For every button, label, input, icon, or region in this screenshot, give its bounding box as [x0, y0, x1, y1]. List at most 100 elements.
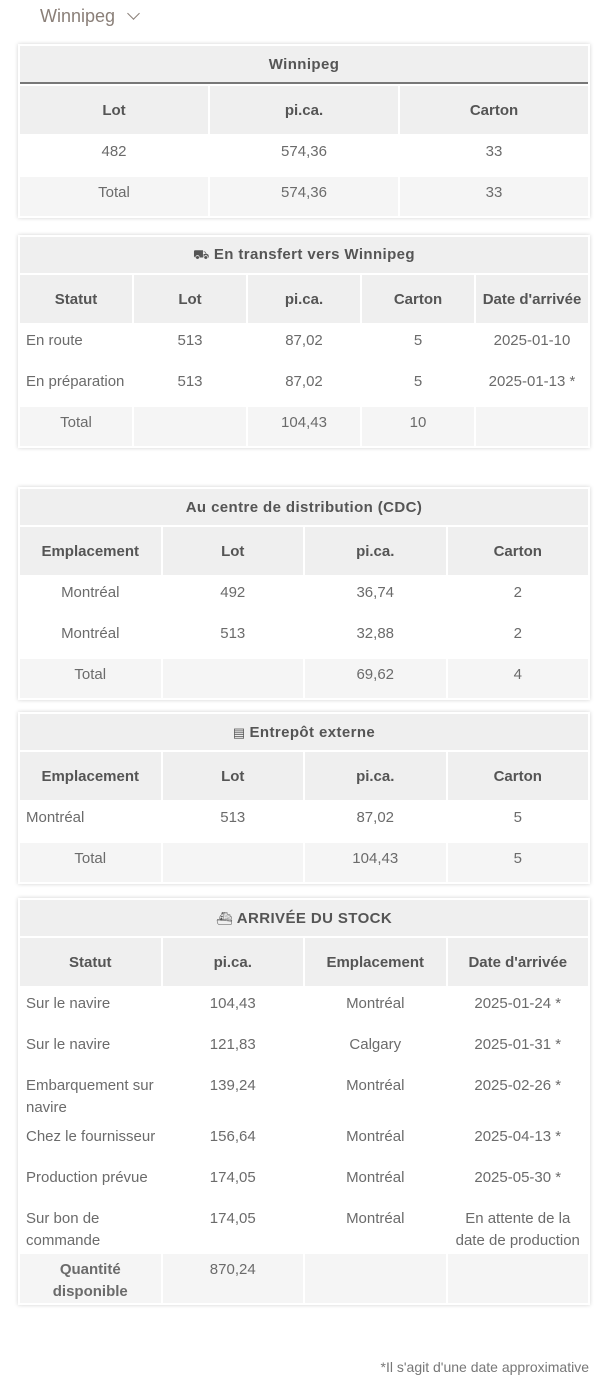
column-header: pi.ca.	[210, 86, 398, 134]
table-row: Sur bon de commande 174,05 Montréal En atte…	[20, 1203, 588, 1252]
column-header: Emplacement	[20, 527, 161, 575]
total-cell: 104,43	[305, 843, 446, 882]
table-cell: Montréal	[26, 809, 85, 826]
total-cell: 33	[400, 177, 588, 216]
table-title: ⛴ ARRIVÉE DU STOCK	[20, 900, 588, 936]
table-cell: 574,36	[281, 143, 327, 160]
table-title: ▤ Entrepôt externe	[20, 714, 588, 750]
transfer-table: ⛟ En transfert vers Winnipeg Statut Lot pi.c…	[18, 235, 590, 448]
total-cell: Total	[20, 843, 161, 882]
header-row: Lot pi.ca. Carton	[20, 86, 588, 134]
table-cell: 139,24	[209, 1077, 256, 1094]
table-cell: Embarquement sur navire	[26, 1077, 154, 1116]
table-cell: Production prévue	[26, 1169, 148, 1186]
total-cell: 870,24	[162, 1254, 303, 1303]
table-title: Winnipeg	[20, 46, 588, 84]
table-row: Embarquement sur navire 139,24 Montréal 202…	[20, 1070, 588, 1119]
table-cell: 513	[220, 625, 246, 642]
table-cell: 2025-01-10	[493, 332, 571, 349]
total-cell	[162, 659, 303, 698]
table-cell: 2025-02-26 *	[474, 1077, 562, 1094]
table-cell: 121,83	[209, 1036, 256, 1053]
table-cell: 87,02	[285, 332, 323, 349]
table-cell: En route	[26, 332, 83, 349]
table-cell: 87,02	[356, 809, 395, 826]
table-cell: 104,43	[209, 995, 256, 1012]
table-cell: 2025-01-31 *	[474, 1036, 562, 1053]
table-title-text: Au centre de distribution (CDC)	[185, 498, 423, 516]
approximate-date-footnote: *Il s'agit d'une date approximative	[380, 1359, 589, 1375]
table-cell: 2025-04-13 *	[474, 1128, 562, 1145]
column-header: Emplacement	[20, 752, 161, 800]
column-header: Emplacement	[305, 938, 446, 986]
table-row: Montréal 492 36,74 2	[20, 577, 588, 616]
table-row: Montréal 513 32,88 2	[20, 618, 588, 657]
header-row: Emplacement Lot pi.ca. Carton	[20, 527, 588, 575]
table-cell: Montréal	[346, 1169, 405, 1186]
table-cell: Sur le navire	[26, 1036, 111, 1053]
column-header: Lot	[134, 275, 246, 323]
table-cell: Sur bon de commande	[26, 1210, 101, 1249]
table-cell: 174,05	[209, 1210, 256, 1227]
location-selector[interactable]: Winnipeg	[40, 6, 140, 27]
table-card-cdc: Au centre de distribution (CDC) Emplaceme…	[18, 487, 590, 700]
arrival-table: ⛴ ARRIVÉE DU STOCK Statut pi.ca. Emplacement…	[18, 898, 590, 1305]
total-cell: 4	[447, 659, 588, 698]
table-cell: 2	[513, 625, 522, 642]
column-header: pi.ca.	[305, 527, 446, 575]
table-cell: 87,02	[285, 373, 323, 390]
table-title: Au centre de distribution (CDC)	[20, 489, 588, 525]
table-row: 482 574,36 33	[20, 136, 588, 175]
header-row: Statut pi.ca. Emplacement Date d'arrivée	[20, 938, 588, 986]
table-row: Sur le navire 121,83 Calgary 2025-01-31 *	[20, 1029, 588, 1068]
column-header: pi.ca.	[248, 275, 360, 323]
header-row: Emplacement Lot pi.ca. Carton	[20, 752, 588, 800]
total-cell: 5	[447, 843, 588, 882]
table-cell: 2025-01-13 *	[488, 373, 576, 390]
total-row: Quantité disponible 870,24	[20, 1254, 588, 1303]
total-cell: Total	[20, 659, 161, 698]
table-cell: 513	[220, 809, 246, 826]
table-title-text: En transfert vers Winnipeg	[213, 245, 415, 263]
table-row: En route 513 87,02 5 2025-01-10	[20, 325, 588, 364]
total-cell	[447, 1254, 588, 1303]
table-title-text: Winnipeg	[268, 55, 340, 73]
table-cell: Calgary	[349, 1036, 402, 1053]
table-cell: 33	[485, 143, 503, 160]
truck-icon: ⛟	[193, 246, 210, 262]
table-cell: 174,05	[209, 1169, 256, 1186]
table-card-arrival: ⛴ ARRIVÉE DU STOCK Statut pi.ca. Emplacement…	[18, 898, 590, 1305]
total-cell	[305, 1254, 446, 1303]
column-header: Date d'arrivée	[447, 938, 588, 986]
table-cell: 5	[413, 373, 423, 390]
column-header: Carton	[400, 86, 588, 134]
total-cell: 574,36	[210, 177, 398, 216]
table-card-winnipeg: Winnipeg Lot pi.ca. Carton 482 574,36 33 Total 5…	[18, 44, 590, 218]
total-cell: 104,43	[248, 407, 360, 446]
table-cell: 492	[220, 584, 246, 601]
total-cell	[134, 407, 246, 446]
table-cell: Montréal	[61, 584, 120, 601]
table-cell: 513	[177, 373, 203, 390]
table-row: Production prévue 174,05 Montréal 2025-05-3…	[20, 1162, 588, 1201]
warehouse-icon: ▤	[232, 724, 246, 740]
table-card-external: ▤ Entrepôt externe Emplacement Lot pi.ca. Car…	[18, 712, 590, 884]
column-header: Carton	[447, 752, 588, 800]
ship-icon: ⛴	[215, 910, 233, 926]
total-cell: 69,62	[305, 659, 446, 698]
table-cell: 36,74	[356, 584, 395, 601]
total-cell: Quantité disponible	[20, 1254, 161, 1303]
chevron-down-icon	[127, 7, 140, 20]
winnipeg-table: Winnipeg Lot pi.ca. Carton 482 574,36 33 Total 5…	[18, 44, 590, 218]
table-cell: Montréal	[346, 1128, 405, 1145]
total-cell	[476, 407, 588, 446]
total-cell: Total	[20, 177, 208, 216]
table-cell: En préparation	[26, 373, 125, 390]
column-header: Date d'arrivée	[476, 275, 588, 323]
table-row: Montréal 513 87,02 5	[20, 802, 588, 841]
table-row: Chez le fournisseur 156,64 Montréal 2025-04…	[20, 1121, 588, 1160]
column-header: pi.ca.	[162, 938, 303, 986]
table-row: En préparation 513 87,02 5 2025-01-13 *	[20, 366, 588, 405]
table-cell: Montréal	[346, 1210, 405, 1227]
table-cell: Sur le navire	[26, 995, 111, 1012]
